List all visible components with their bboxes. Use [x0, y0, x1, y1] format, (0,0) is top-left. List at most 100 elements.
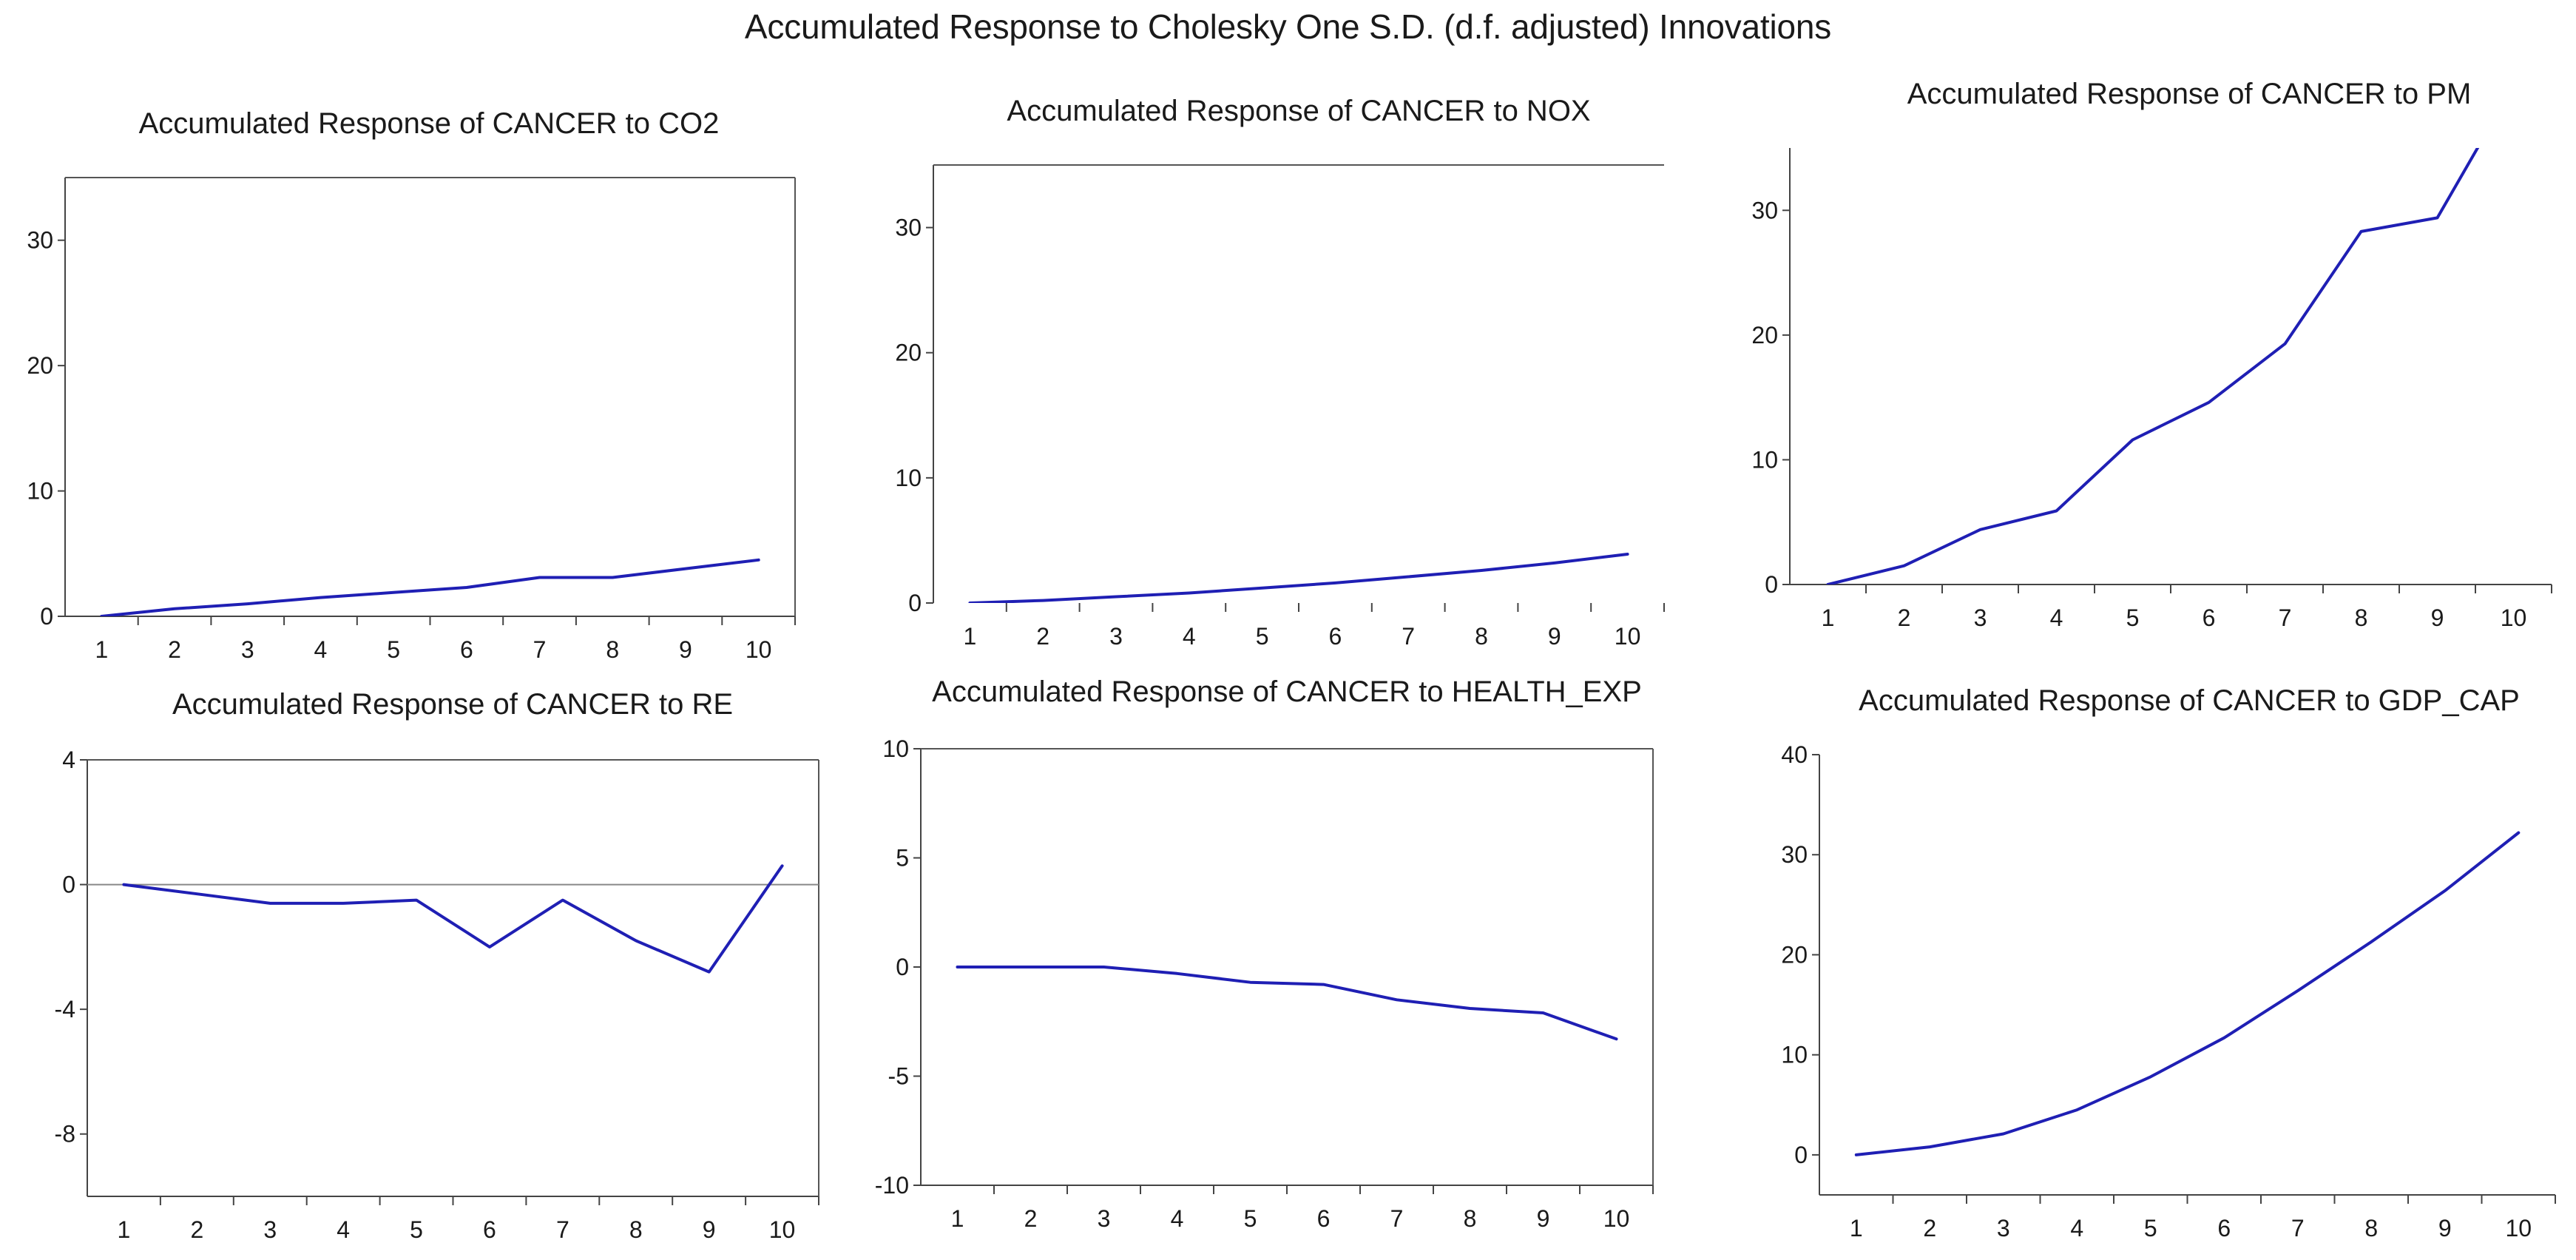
y-tick-label: 20 [27, 352, 53, 379]
irf-panel-1: Accumulated Response of CANCER to CO2 0 10… [27, 107, 796, 663]
x-tick-label: 2 [1036, 623, 1049, 650]
x-tick-label: 6 [2217, 1215, 2231, 1242]
y-tick-label: -4 [55, 996, 75, 1023]
x-tick-label: 10 [2505, 1215, 2532, 1242]
x-tick-label: 7 [2291, 1215, 2305, 1242]
x-tick-label: 4 [314, 636, 328, 663]
x-tick-label: 5 [387, 636, 400, 663]
y-tick-label: 0 [896, 954, 909, 980]
figure-title: Accumulated Response to Cholesky One S.D… [744, 7, 1832, 46]
y-tick-label: 30 [1781, 841, 1808, 868]
x-tick-label: 2 [1898, 604, 1911, 631]
x-tick-label: 9 [703, 1216, 716, 1243]
response-line [1826, 148, 2480, 584]
x-tick-label: 9 [1548, 623, 1561, 650]
x-tick-label: 7 [556, 1216, 569, 1243]
x-tick-label: 1 [118, 1216, 131, 1243]
panel-title: Accumulated Response of CANCER to RE [172, 688, 733, 721]
y-tick-label: 30 [895, 215, 922, 241]
y-tick-label: -10 [875, 1172, 909, 1199]
x-tick-label: 3 [1109, 623, 1123, 650]
x-tick-label: 5 [1256, 623, 1269, 650]
x-tick-label: 3 [1997, 1215, 2010, 1242]
y-tick-label: 20 [895, 340, 922, 366]
x-tick-label: 6 [460, 636, 473, 663]
x-tick-label: 8 [629, 1216, 643, 1243]
x-tick-label: 1 [964, 623, 977, 650]
x-tick-label: 5 [1244, 1205, 1257, 1232]
panel-title: Accumulated Response of CANCER to CO2 [139, 107, 720, 140]
x-tick-label: 10 [746, 636, 772, 663]
x-tick-label: 7 [1402, 623, 1415, 650]
irf-panel-4: Accumulated Response of CANCER to RE 4 0 -4… [55, 688, 819, 1243]
y-tick-label: 10 [27, 478, 53, 505]
x-tick-label: 2 [1923, 1215, 1936, 1242]
y-tick-label: 10 [1751, 446, 1778, 473]
panel-title: Accumulated Response of CANCER to NOX [1007, 95, 1590, 127]
irf-panel-2: Accumulated Response of CANCER to NOX 0 10… [895, 95, 1665, 650]
x-tick-label: 4 [2070, 1215, 2083, 1242]
panel-title: Accumulated Response of CANCER to PM [1907, 78, 2472, 110]
x-tick-label: 1 [95, 636, 108, 663]
response-line [956, 966, 1618, 1041]
x-tick-label: 9 [2438, 1215, 2452, 1242]
x-tick-label: 3 [263, 1216, 277, 1243]
x-tick-label: 10 [769, 1216, 796, 1243]
y-tick-label: 30 [27, 227, 53, 254]
y-tick-label: 5 [896, 845, 909, 872]
response-line [1854, 831, 2521, 1156]
x-tick-label: 4 [1171, 1205, 1184, 1232]
panel-title: Accumulated Response of CANCER to HEALTH… [932, 676, 1642, 708]
x-tick-label: 4 [337, 1216, 350, 1243]
x-tick-label: 9 [679, 636, 692, 663]
response-line [968, 553, 1629, 603]
y-tick-label: 10 [1781, 1042, 1808, 1068]
x-tick-label: 6 [1329, 623, 1342, 650]
x-tick-label: 2 [190, 1216, 203, 1243]
y-tick-label: 0 [1794, 1142, 1808, 1168]
x-tick-label: 3 [1974, 604, 1987, 631]
x-tick-label: 8 [606, 636, 619, 663]
x-tick-label: 3 [1098, 1205, 1111, 1232]
x-tick-label: 8 [1464, 1205, 1477, 1232]
x-tick-label: 1 [1850, 1215, 1863, 1242]
x-tick-label: 10 [1603, 1205, 1630, 1232]
x-tick-label: 4 [1183, 623, 1196, 650]
irf-panel-5: Accumulated Response of CANCER to HEALTH… [875, 676, 1654, 1232]
x-tick-label: 7 [2279, 604, 2292, 631]
x-tick-label: 5 [410, 1216, 423, 1243]
y-tick-label: 20 [1751, 322, 1778, 348]
x-tick-label: 5 [2144, 1215, 2157, 1242]
x-tick-label: 4 [2050, 604, 2063, 631]
x-tick-label: 2 [168, 636, 181, 663]
irf-panel-6: Accumulated Response of CANCER to GDP_CA… [1781, 684, 2556, 1242]
x-tick-label: 8 [1475, 623, 1488, 650]
x-tick-label: 8 [2364, 1215, 2378, 1242]
x-tick-label: 8 [2355, 604, 2368, 631]
panel-title: Accumulated Response of CANCER to GDP_CA… [1859, 684, 2520, 717]
x-tick-label: 10 [1615, 623, 1641, 650]
y-tick-label: -8 [55, 1121, 75, 1148]
y-tick-label: 40 [1781, 741, 1808, 768]
y-tick-label: 0 [1765, 571, 1778, 598]
x-tick-label: 9 [1537, 1205, 1550, 1232]
x-tick-label: 6 [483, 1216, 496, 1243]
y-tick-label: 10 [882, 735, 909, 762]
x-tick-label: 1 [1822, 604, 1835, 631]
y-tick-label: 4 [62, 747, 75, 773]
y-tick-label: 20 [1781, 941, 1808, 968]
y-tick-label: 30 [1751, 197, 1778, 223]
x-tick-label: 5 [2126, 604, 2140, 631]
y-tick-label: 0 [908, 590, 922, 616]
x-tick-label: 2 [1024, 1205, 1038, 1232]
x-tick-label: 7 [533, 636, 547, 663]
x-tick-label: 6 [2203, 604, 2216, 631]
x-tick-label: 6 [1317, 1205, 1331, 1232]
y-tick-label: 10 [895, 465, 922, 491]
x-tick-label: 7 [1390, 1205, 1404, 1232]
x-tick-label: 1 [951, 1205, 964, 1232]
y-tick-label: 0 [62, 872, 75, 898]
y-tick-label: 0 [40, 603, 53, 630]
response-line [122, 864, 784, 974]
